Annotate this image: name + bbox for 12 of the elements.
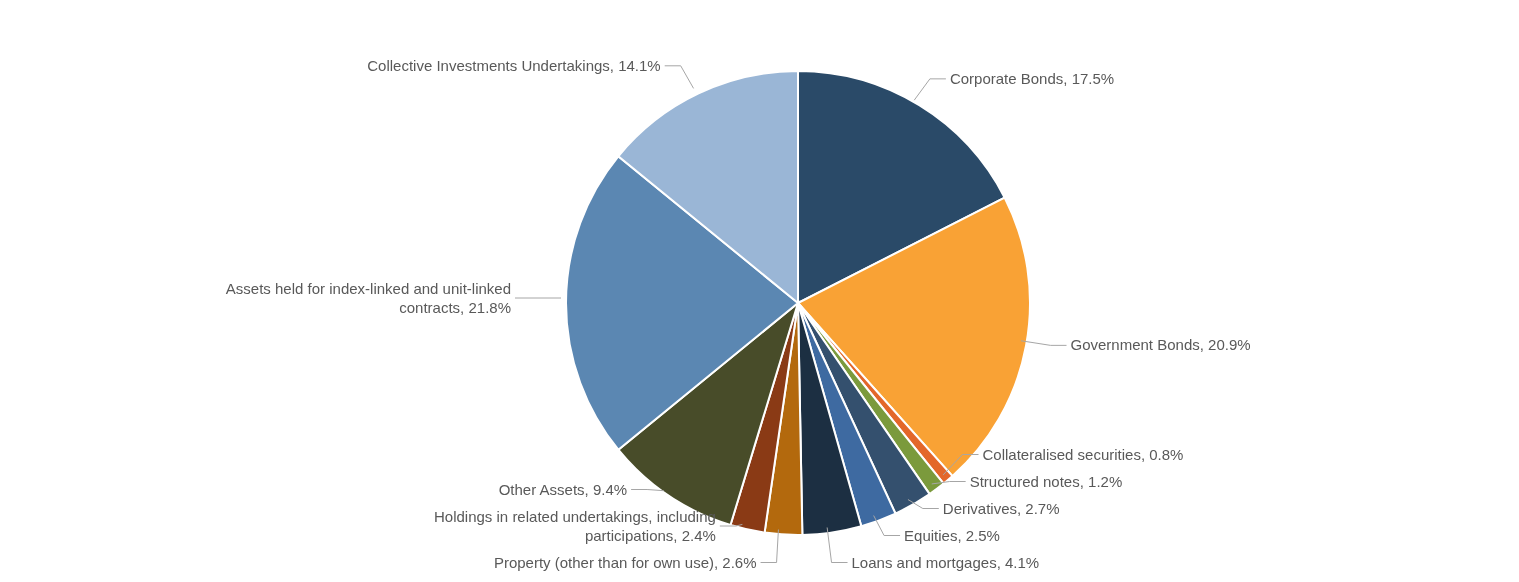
slice-label: Government Bonds, 20.9% bbox=[1070, 336, 1251, 354]
slice-label: Collective Investments Undertakings, 14.1% bbox=[367, 56, 661, 74]
slice-label: Assets held for index-linked and unit-linked contracts, 21.8% bbox=[225, 279, 511, 316]
slice-label: Property (other than for own use), 2.6% bbox=[493, 553, 757, 571]
slice-label: Loans and mortgages, 4.1% bbox=[851, 553, 1040, 571]
slice-label: Equities, 2.5% bbox=[904, 526, 1000, 544]
slice-label: Structured notes, 1.2% bbox=[969, 472, 1123, 490]
slice-label: Other Assets, 9.4% bbox=[498, 480, 628, 498]
slice-label: Derivatives, 2.7% bbox=[942, 499, 1060, 517]
slice-label: Collateralised securities, 0.8% bbox=[982, 445, 1184, 463]
slice-label: Corporate Bonds, 17.5% bbox=[949, 69, 1115, 87]
slice-label: Holdings in related undertakings, including participations, 2.4% bbox=[434, 507, 716, 544]
